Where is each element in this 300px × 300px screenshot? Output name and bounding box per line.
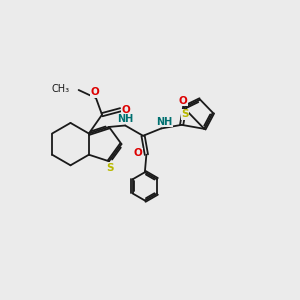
- Text: S: S: [106, 163, 113, 173]
- Text: S: S: [182, 109, 189, 119]
- Text: NH: NH: [117, 114, 133, 124]
- Text: O: O: [179, 96, 188, 106]
- Text: CH₃: CH₃: [52, 83, 70, 94]
- Text: O: O: [90, 87, 99, 97]
- Text: O: O: [134, 148, 142, 158]
- Text: NH: NH: [156, 117, 172, 127]
- Text: O: O: [122, 105, 130, 115]
